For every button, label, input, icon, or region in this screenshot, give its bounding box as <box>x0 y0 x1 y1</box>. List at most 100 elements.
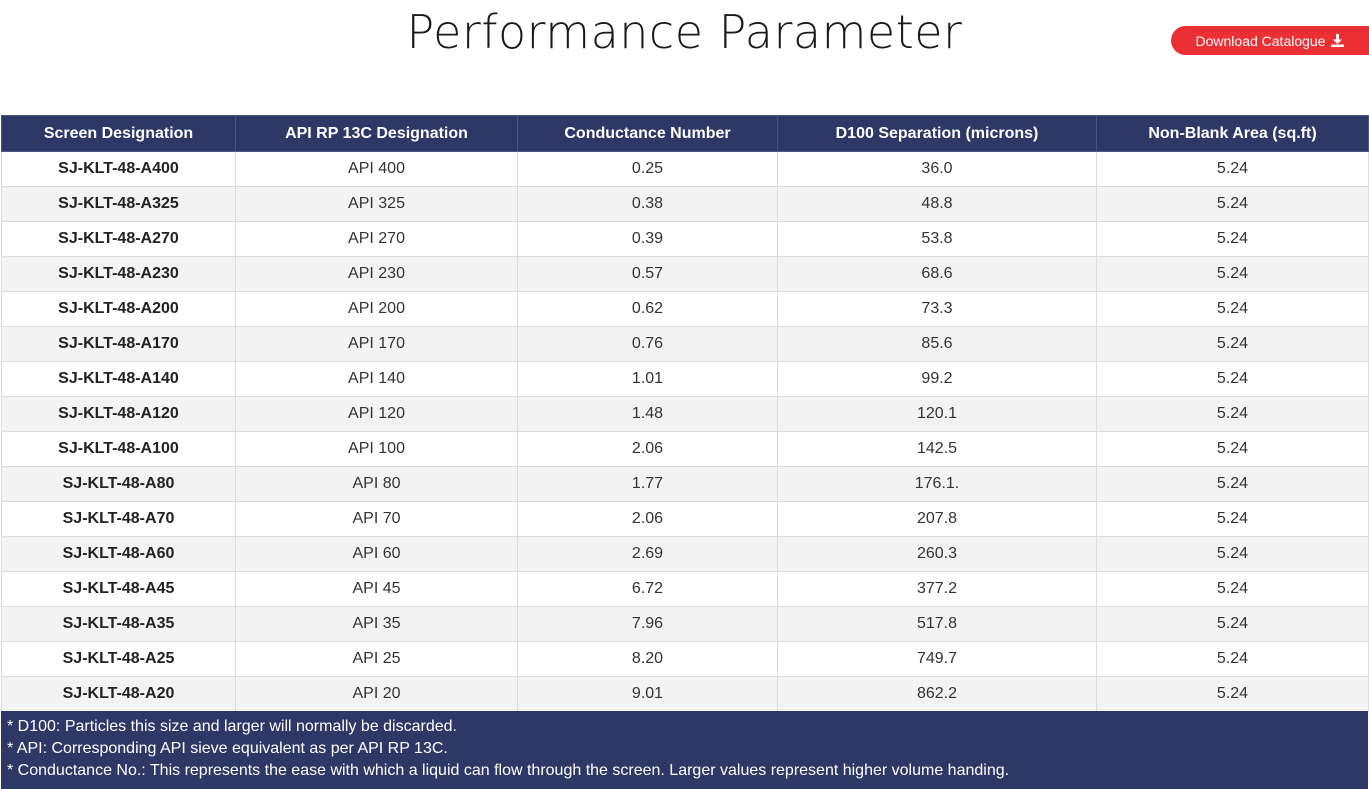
table-row: SJ-KLT-48-A80 API 80 1.77 176.1. 5.24 <box>1 466 1369 502</box>
cell-api-designation: API 45 <box>235 571 518 607</box>
cell-conductance-number: 2.06 <box>517 501 778 537</box>
cell-d100-separation: 142.5 <box>777 431 1097 467</box>
cell-d100-separation: 36.0 <box>777 151 1097 187</box>
cell-non-blank-area: 5.24 <box>1096 326 1369 362</box>
cell-conductance-number: 0.38 <box>517 186 778 222</box>
cell-screen-designation: SJ-KLT-48-A200 <box>1 291 236 327</box>
table-header-row: Screen Designation API RP 13C Designatio… <box>1 115 1369 152</box>
cell-conductance-number: 0.76 <box>517 326 778 362</box>
cell-non-blank-area: 5.24 <box>1096 396 1369 432</box>
cell-non-blank-area: 5.24 <box>1096 151 1369 187</box>
cell-api-designation: API 100 <box>235 431 518 467</box>
note-conductance: * Conductance No.: This represents the e… <box>7 762 1010 779</box>
cell-non-blank-area: 5.24 <box>1096 221 1369 257</box>
cell-non-blank-area: 5.24 <box>1096 256 1369 292</box>
table-row: SJ-KLT-48-A20 API 20 9.01 862.2 5.24 <box>1 676 1369 712</box>
cell-conductance-number: 2.69 <box>517 536 778 572</box>
cell-screen-designation: SJ-KLT-48-A35 <box>1 606 236 642</box>
table-row: SJ-KLT-48-A230 API 230 0.57 68.6 5.24 <box>1 256 1369 292</box>
cell-non-blank-area: 5.24 <box>1096 606 1369 642</box>
cell-screen-designation: SJ-KLT-48-A230 <box>1 256 236 292</box>
cell-conductance-number: 8.20 <box>517 641 778 677</box>
cell-conductance-number: 1.77 <box>517 466 778 502</box>
cell-d100-separation: 176.1. <box>777 466 1097 502</box>
cell-d100-separation: 260.3 <box>777 536 1097 572</box>
cell-d100-separation: 377.2 <box>777 571 1097 607</box>
cell-api-designation: API 230 <box>235 256 518 292</box>
cell-non-blank-area: 5.24 <box>1096 676 1369 712</box>
column-header-d100-separation: D100 Separation (microns) <box>777 115 1097 152</box>
table-row: SJ-KLT-48-A120 API 120 1.48 120.1 5.24 <box>1 396 1369 432</box>
cell-conductance-number: 7.96 <box>517 606 778 642</box>
cell-d100-separation: 48.8 <box>777 186 1097 222</box>
cell-api-designation: API 140 <box>235 361 518 397</box>
cell-api-designation: API 120 <box>235 396 518 432</box>
table-row: SJ-KLT-48-A325 API 325 0.38 48.8 5.24 <box>1 186 1369 222</box>
cell-conductance-number: 2.06 <box>517 431 778 467</box>
cell-d100-separation: 862.2 <box>777 676 1097 712</box>
cell-d100-separation: 53.8 <box>777 221 1097 257</box>
cell-screen-designation: SJ-KLT-48-A20 <box>1 676 236 712</box>
table-row: SJ-KLT-48-A200 API 200 0.62 73.3 5.24 <box>1 291 1369 327</box>
table-row: SJ-KLT-48-A100 API 100 2.06 142.5 5.24 <box>1 431 1369 467</box>
table-row: SJ-KLT-48-A25 API 25 8.20 749.7 5.24 <box>1 641 1369 677</box>
cell-d100-separation: 68.6 <box>777 256 1097 292</box>
cell-screen-designation: SJ-KLT-48-A400 <box>1 151 236 187</box>
cell-d100-separation: 207.8 <box>777 501 1097 537</box>
cell-conductance-number: 0.39 <box>517 221 778 257</box>
cell-non-blank-area: 5.24 <box>1096 466 1369 502</box>
cell-screen-designation: SJ-KLT-48-A80 <box>1 466 236 502</box>
cell-screen-designation: SJ-KLT-48-A60 <box>1 536 236 572</box>
cell-non-blank-area: 5.24 <box>1096 641 1369 677</box>
table-row: SJ-KLT-48-A45 API 45 6.72 377.2 5.24 <box>1 571 1369 607</box>
download-catalogue-label: Download Catalogue <box>1195 32 1326 49</box>
column-header-screen-designation: Screen Designation <box>1 115 236 152</box>
note-api: * API: Corresponding API sieve equivalen… <box>7 740 448 757</box>
cell-non-blank-area: 5.24 <box>1096 431 1369 467</box>
cell-screen-designation: SJ-KLT-48-A140 <box>1 361 236 397</box>
cell-conductance-number: 1.48 <box>517 396 778 432</box>
notes-panel: * D100: Particles this size and larger w… <box>1 711 1368 789</box>
performance-table: Screen Designation API RP 13C Designatio… <box>1 115 1369 712</box>
column-header-conductance-number: Conductance Number <box>517 115 778 152</box>
cell-screen-designation: SJ-KLT-48-A170 <box>1 326 236 362</box>
cell-api-designation: API 270 <box>235 221 518 257</box>
cell-non-blank-area: 5.24 <box>1096 536 1369 572</box>
cell-api-designation: API 25 <box>235 641 518 677</box>
cell-non-blank-area: 5.24 <box>1096 571 1369 607</box>
cell-screen-designation: SJ-KLT-48-A325 <box>1 186 236 222</box>
cell-screen-designation: SJ-KLT-48-A25 <box>1 641 236 677</box>
note-d100: * D100: Particles this size and larger w… <box>7 718 457 735</box>
cell-non-blank-area: 5.24 <box>1096 291 1369 327</box>
cell-d100-separation: 85.6 <box>777 326 1097 362</box>
table-row: SJ-KLT-48-A270 API 270 0.39 53.8 5.24 <box>1 221 1369 257</box>
column-header-api-designation: API RP 13C Designation <box>235 115 518 152</box>
table-row: SJ-KLT-48-A400 API 400 0.25 36.0 5.24 <box>1 151 1369 187</box>
cell-non-blank-area: 5.24 <box>1096 361 1369 397</box>
download-icon <box>1331 34 1345 47</box>
table-row: SJ-KLT-48-A35 API 35 7.96 517.8 5.24 <box>1 606 1369 642</box>
cell-screen-designation: SJ-KLT-48-A120 <box>1 396 236 432</box>
cell-api-designation: API 170 <box>235 326 518 362</box>
table-row: SJ-KLT-48-A60 API 60 2.69 260.3 5.24 <box>1 536 1369 572</box>
cell-d100-separation: 99.2 <box>777 361 1097 397</box>
page-title: Performance Parameter <box>406 5 963 59</box>
cell-conductance-number: 1.01 <box>517 361 778 397</box>
cell-non-blank-area: 5.24 <box>1096 501 1369 537</box>
cell-conductance-number: 0.62 <box>517 291 778 327</box>
cell-conductance-number: 0.25 <box>517 151 778 187</box>
cell-screen-designation: SJ-KLT-48-A100 <box>1 431 236 467</box>
cell-api-designation: API 325 <box>235 186 518 222</box>
download-catalogue-button[interactable]: Download Catalogue <box>1171 26 1369 55</box>
cell-api-designation: API 70 <box>235 501 518 537</box>
cell-conductance-number: 9.01 <box>517 676 778 712</box>
cell-screen-designation: SJ-KLT-48-A270 <box>1 221 236 257</box>
cell-d100-separation: 517.8 <box>777 606 1097 642</box>
table-row: SJ-KLT-48-A170 API 170 0.76 85.6 5.24 <box>1 326 1369 362</box>
cell-api-designation: API 400 <box>235 151 518 187</box>
cell-conductance-number: 0.57 <box>517 256 778 292</box>
cell-api-designation: API 200 <box>235 291 518 327</box>
cell-screen-designation: SJ-KLT-48-A70 <box>1 501 236 537</box>
table-body: SJ-KLT-48-A400 API 400 0.25 36.0 5.24 SJ-KLT-… <box>1 151 1369 712</box>
cell-api-designation: API 20 <box>235 676 518 712</box>
